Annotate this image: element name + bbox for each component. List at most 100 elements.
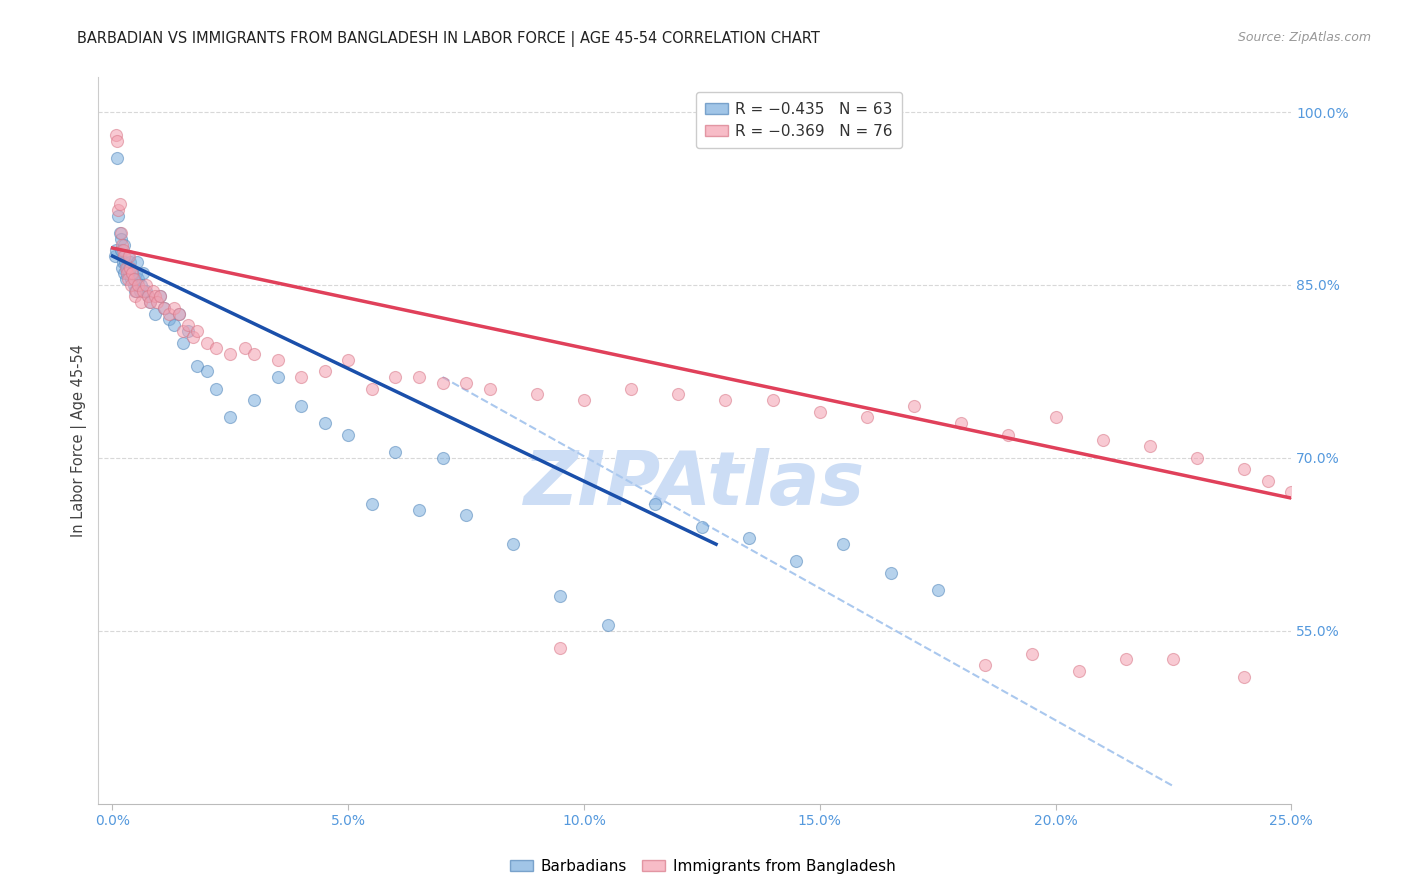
Point bbox=[105, 128, 128, 142]
Point bbox=[115, 266, 138, 280]
Point bbox=[808, 405, 831, 419]
Point bbox=[572, 393, 595, 408]
Point bbox=[1233, 462, 1256, 476]
Point bbox=[177, 318, 200, 333]
Point bbox=[134, 277, 156, 292]
Point bbox=[550, 589, 572, 603]
Point bbox=[115, 260, 138, 275]
Point bbox=[110, 226, 132, 240]
Point bbox=[111, 237, 134, 252]
Point bbox=[143, 307, 166, 321]
Point bbox=[1279, 485, 1302, 500]
Point bbox=[432, 450, 454, 465]
Point bbox=[172, 324, 194, 338]
Point bbox=[120, 260, 142, 275]
Point bbox=[139, 295, 162, 310]
Point bbox=[120, 272, 142, 286]
Point bbox=[136, 289, 159, 303]
Point bbox=[114, 272, 136, 286]
Point bbox=[149, 289, 172, 303]
Point bbox=[266, 352, 288, 367]
Point bbox=[117, 272, 139, 286]
Point bbox=[337, 352, 360, 367]
Point bbox=[132, 284, 155, 298]
Point bbox=[644, 497, 666, 511]
Point bbox=[526, 387, 548, 401]
Point bbox=[112, 249, 135, 263]
Point bbox=[408, 502, 430, 516]
Point bbox=[596, 618, 619, 632]
Point bbox=[124, 289, 146, 303]
Point bbox=[384, 370, 406, 384]
Point bbox=[105, 134, 128, 148]
Point bbox=[153, 301, 176, 315]
Point bbox=[121, 266, 143, 280]
Point bbox=[136, 289, 159, 303]
Point bbox=[1115, 652, 1137, 666]
Point bbox=[337, 427, 360, 442]
Point bbox=[290, 370, 312, 384]
Point bbox=[118, 260, 141, 275]
Point bbox=[950, 416, 973, 430]
Point bbox=[478, 382, 501, 396]
Text: BARBADIAN VS IMMIGRANTS FROM BANGLADESH IN LABOR FORCE | AGE 45-54 CORRELATION C: BARBADIAN VS IMMIGRANTS FROM BANGLADESH … bbox=[77, 31, 820, 47]
Point bbox=[1163, 652, 1185, 666]
Point bbox=[973, 658, 995, 673]
Point bbox=[107, 209, 129, 223]
Point bbox=[142, 284, 165, 298]
Point bbox=[785, 554, 807, 568]
Point bbox=[111, 255, 134, 269]
Point bbox=[167, 307, 190, 321]
Point bbox=[186, 324, 208, 338]
Point bbox=[195, 335, 218, 350]
Point bbox=[105, 151, 128, 165]
Point bbox=[666, 387, 689, 401]
Point bbox=[181, 330, 204, 344]
Point bbox=[124, 284, 146, 298]
Point bbox=[143, 289, 166, 303]
Point bbox=[1185, 450, 1208, 465]
Point bbox=[111, 244, 134, 258]
Point bbox=[128, 284, 150, 298]
Point bbox=[127, 277, 149, 292]
Point bbox=[122, 272, 145, 286]
Point bbox=[112, 237, 135, 252]
Point bbox=[856, 410, 879, 425]
Point bbox=[112, 266, 135, 280]
Point bbox=[117, 249, 139, 263]
Point bbox=[1257, 474, 1279, 488]
Point bbox=[153, 301, 176, 315]
Point bbox=[157, 307, 180, 321]
Legend: R = −0.435   N = 63, R = −0.369   N = 76: R = −0.435 N = 63, R = −0.369 N = 76 bbox=[696, 93, 901, 148]
Legend: Barbadians, Immigrants from Bangladesh: Barbadians, Immigrants from Bangladesh bbox=[505, 853, 901, 880]
Point bbox=[149, 289, 172, 303]
Point bbox=[360, 382, 382, 396]
Text: Source: ZipAtlas.com: Source: ZipAtlas.com bbox=[1237, 31, 1371, 45]
Point bbox=[132, 266, 155, 280]
Point bbox=[243, 393, 266, 408]
Point bbox=[762, 393, 785, 408]
Point bbox=[125, 266, 148, 280]
Point bbox=[186, 359, 208, 373]
Point bbox=[157, 312, 180, 326]
Point bbox=[110, 232, 132, 246]
Point bbox=[105, 244, 128, 258]
Point bbox=[243, 347, 266, 361]
Point bbox=[456, 508, 478, 523]
Point bbox=[195, 364, 218, 378]
Point bbox=[125, 255, 148, 269]
Point bbox=[167, 307, 190, 321]
Point bbox=[107, 202, 129, 217]
Point bbox=[127, 272, 149, 286]
Point bbox=[550, 640, 572, 655]
Point bbox=[114, 260, 136, 275]
Point bbox=[114, 255, 136, 269]
Point bbox=[129, 295, 152, 310]
Point bbox=[360, 497, 382, 511]
Point bbox=[714, 393, 737, 408]
Point bbox=[111, 260, 134, 275]
Point bbox=[832, 537, 855, 551]
Text: ZIPAtlas: ZIPAtlas bbox=[524, 448, 866, 521]
Point bbox=[314, 416, 336, 430]
Point bbox=[1045, 410, 1067, 425]
